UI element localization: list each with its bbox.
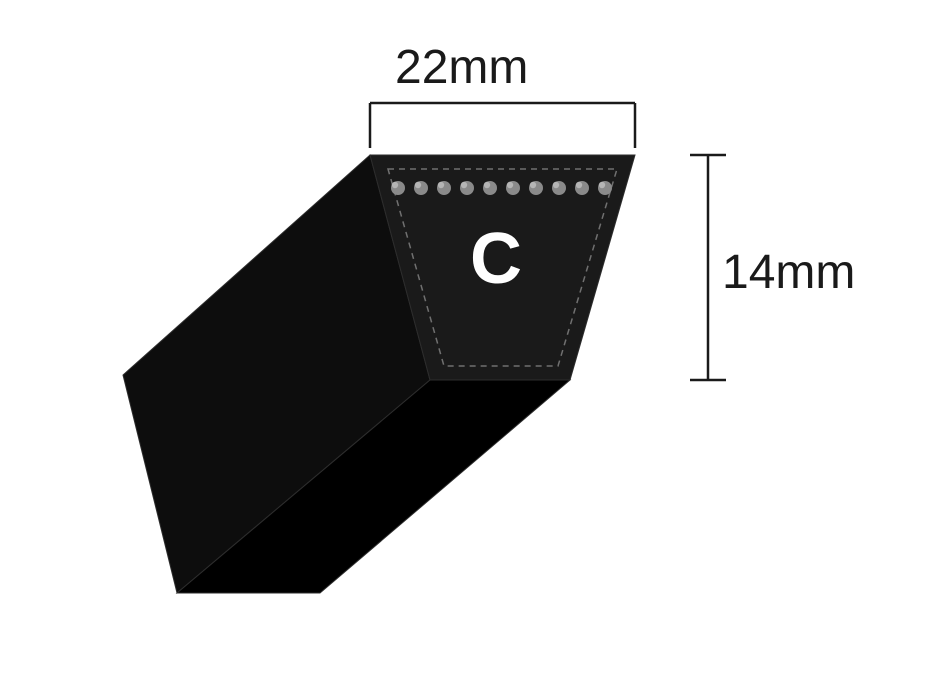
- belt-diagram: [0, 0, 933, 700]
- belt-letter: C: [470, 218, 522, 300]
- width-dimension: [370, 103, 635, 148]
- height-dimension: [690, 155, 726, 380]
- width-label: 22mm: [395, 40, 528, 95]
- height-label: 14mm: [722, 245, 855, 300]
